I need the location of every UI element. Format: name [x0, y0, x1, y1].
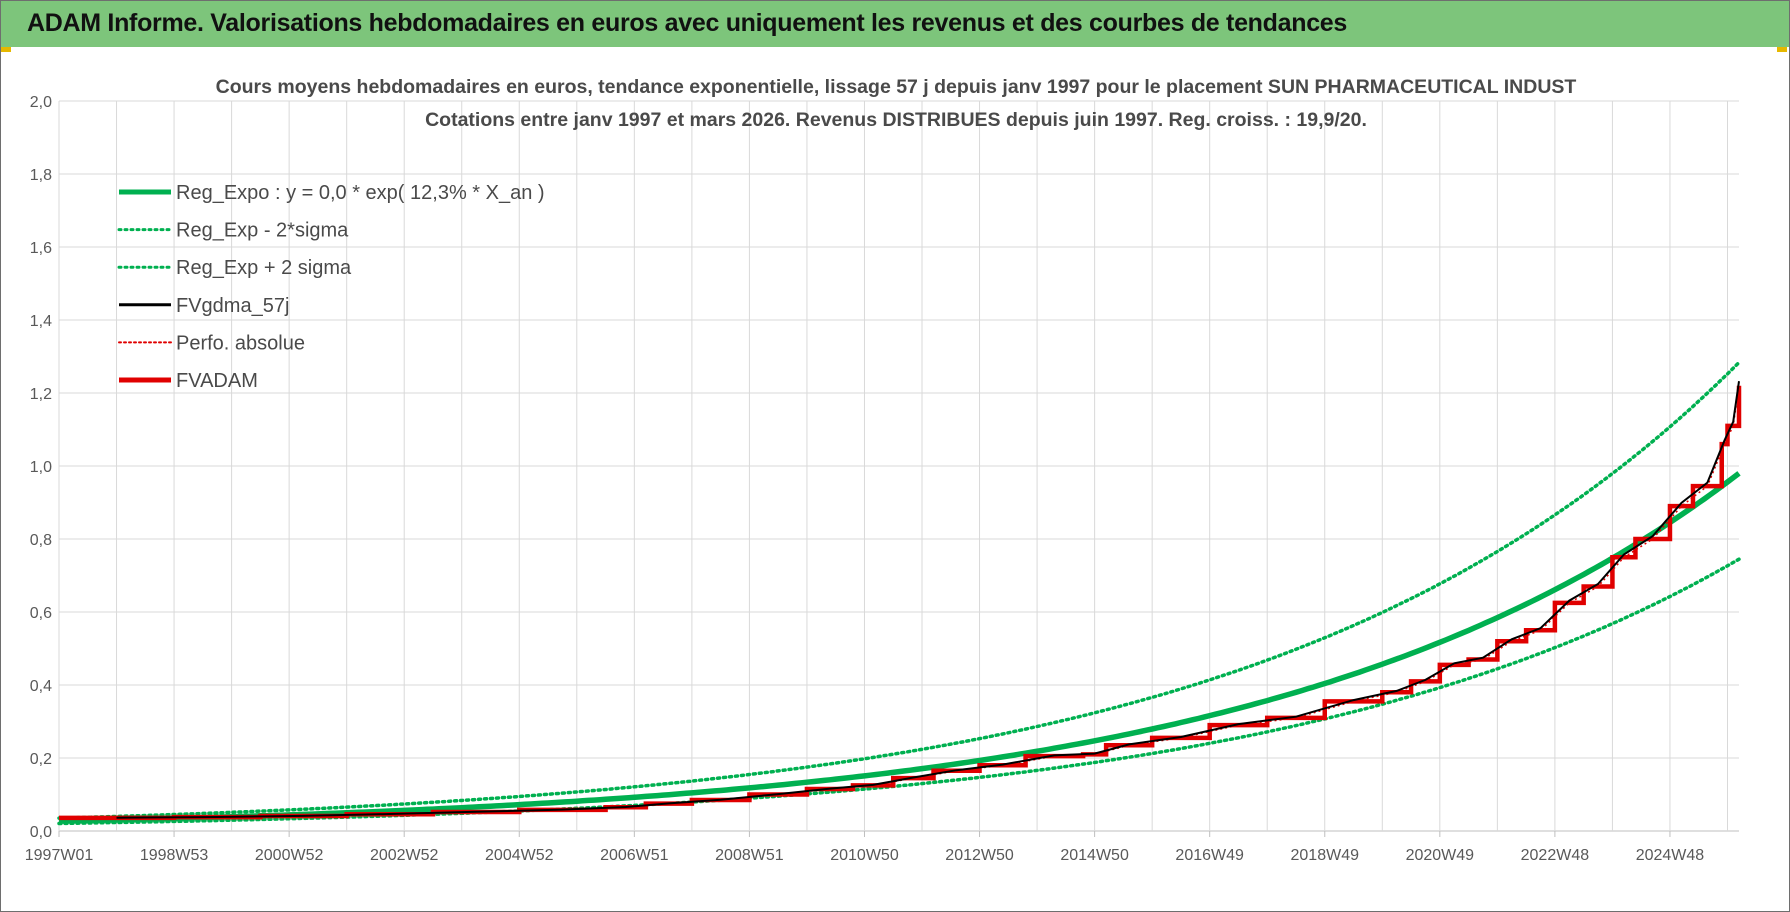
- chart-series: [57, 360, 1742, 826]
- series-reg-expo: [58, 471, 1741, 824]
- y-tick-label: 0,6: [30, 605, 52, 622]
- x-tick-label: 2024W48: [1636, 847, 1705, 864]
- x-tick-label: 2010W50: [830, 847, 899, 864]
- x-tick-label: 1997W01: [25, 847, 94, 864]
- chart-gridlines: [58, 100, 1739, 832]
- legend-label: FVgdma_57j: [176, 295, 289, 317]
- corner-marker: [1777, 47, 1787, 52]
- x-tick-label: 2022W48: [1521, 847, 1590, 864]
- y-tick-label: 1,0: [30, 459, 52, 476]
- x-tick-label: 2004W52: [485, 847, 554, 864]
- series-reg-plus-2sigma: [57, 360, 1741, 820]
- corner-marker: [1, 47, 11, 52]
- x-tick-label: 2002W52: [370, 847, 439, 864]
- series-reg-minus-2sigma: [57, 557, 1741, 826]
- chart-legend: Reg_Expo : y = 0,0 * exp( 12,3% * X_an )…: [117, 182, 545, 392]
- y-tick-label: 1,4: [30, 313, 52, 330]
- report-title: ADAM Informe. Valorisations hebdomadaire…: [27, 9, 1348, 37]
- y-axis-ticks: 0,0 0,2 0,4 0,6 0,8 1,0 1,2 1,4 1,6 1,8 2,0: [30, 94, 52, 841]
- x-tick-label: 2012W50: [945, 847, 1014, 864]
- y-tick-label: 1,6: [30, 240, 52, 257]
- x-tick-label: 2008W51: [715, 847, 784, 864]
- x-axis-ticks: 1997W01 1998W53 2000W52 2002W52 2004W52 2006W…: [25, 831, 1705, 864]
- y-tick-label: 1,8: [30, 167, 52, 184]
- y-tick-label: 0,4: [30, 678, 52, 695]
- y-tick-label: 0,0: [30, 824, 52, 841]
- y-tick-label: 1,2: [30, 386, 52, 403]
- chart-title-line1: Cours moyens hebdomadaires en euros, ten…: [216, 76, 1577, 98]
- legend-label: Reg_Expo : y = 0,0 * exp( 12,3% * X_an ): [176, 182, 545, 204]
- chart-title-line2: Cotations entre janv 1997 et mars 2026. …: [425, 109, 1367, 131]
- y-tick-label: 0,2: [30, 751, 52, 768]
- x-tick-label: 2018W49: [1291, 847, 1360, 864]
- report-banner: ADAM Informe. Valorisations hebdomadaire…: [1, 1, 1789, 47]
- legend-label: Reg_Exp - 2*sigma: [176, 220, 349, 242]
- series-perfo-absolue: [116, 385, 1740, 819]
- legend-label: Reg_Exp + 2 sigma: [176, 257, 352, 279]
- x-tick-label: 1998W53: [140, 847, 209, 864]
- x-tick-label: 2020W49: [1406, 847, 1475, 864]
- x-tick-label: 2016W49: [1175, 847, 1244, 864]
- series-fvgdma-57j: [116, 381, 1740, 819]
- legend-label: Perfo. absolue: [176, 332, 305, 354]
- legend-label: FVADAM: [176, 370, 258, 392]
- y-tick-label: 2,0: [30, 94, 52, 111]
- y-tick-label: 0,8: [30, 532, 52, 549]
- x-tick-label: 2006W51: [600, 847, 669, 864]
- x-tick-label: 2014W50: [1060, 847, 1129, 864]
- x-tick-label: 2000W52: [255, 847, 324, 864]
